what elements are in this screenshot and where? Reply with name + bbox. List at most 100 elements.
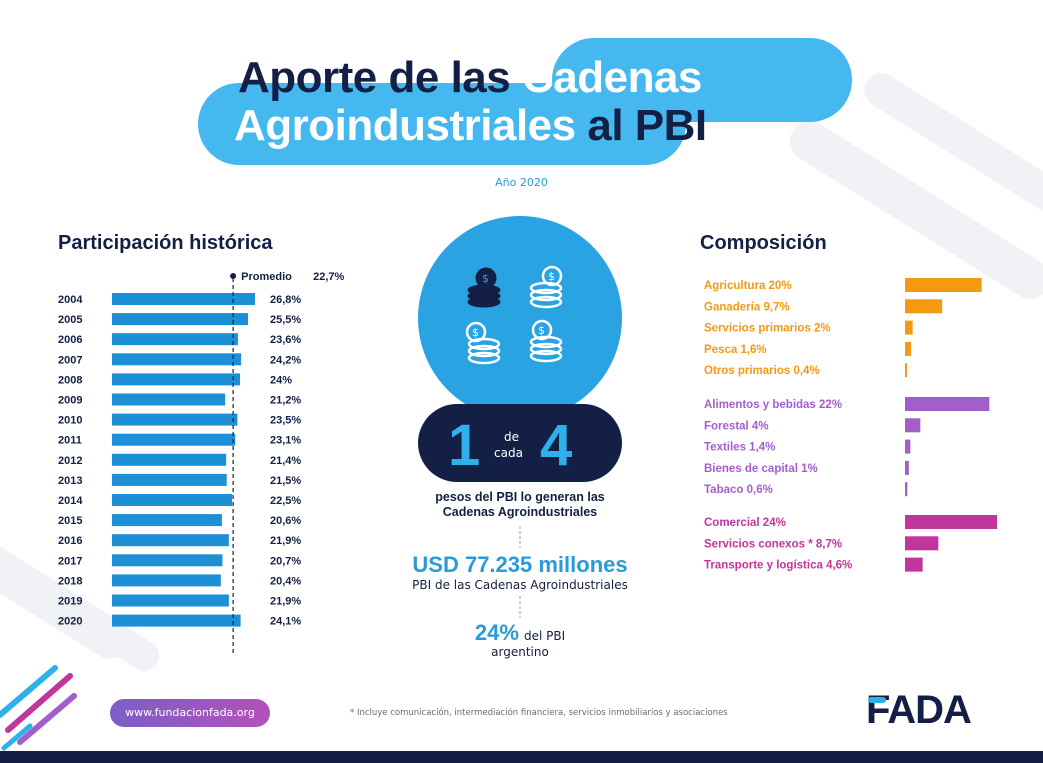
composition-label: Servicios conexos * 8,7% bbox=[704, 538, 842, 550]
composition-bar bbox=[905, 515, 997, 529]
composition-label: Servicios primarios 2% bbox=[704, 323, 831, 335]
ratio-caption: pesos del PBI lo generan las Cadenas Agr… bbox=[370, 490, 670, 520]
composition-label: Agricultura 20% bbox=[704, 280, 792, 292]
svg-text:$: $ bbox=[472, 326, 479, 339]
average-value: 22,7% bbox=[313, 271, 344, 283]
ratio-caption-line: Cadenas Agroindustriales bbox=[442, 505, 598, 519]
composition-bar bbox=[905, 439, 911, 454]
title-part: al PBI bbox=[587, 101, 707, 150]
year-label: 2010 bbox=[58, 415, 82, 427]
history-bar bbox=[112, 534, 229, 547]
title-part: Aporte de las bbox=[238, 53, 511, 102]
history-bar bbox=[112, 554, 223, 567]
pct-value: 24% bbox=[474, 620, 519, 645]
logo-accent bbox=[868, 697, 886, 703]
history-bar bbox=[112, 514, 222, 527]
usd-value: USD 77.235 millones bbox=[412, 552, 628, 577]
ratio-pill bbox=[418, 404, 622, 482]
history-value-label: 20,4% bbox=[270, 575, 301, 587]
history-value-label: 21,9% bbox=[270, 596, 301, 608]
footer-bar bbox=[0, 751, 1043, 763]
ratio-denominator: 4 bbox=[540, 413, 573, 478]
svg-text:$: $ bbox=[548, 270, 555, 283]
title-part: Agroindustriales bbox=[234, 101, 576, 150]
history-value-label: 24,1% bbox=[270, 616, 301, 628]
composition-bar bbox=[905, 418, 921, 433]
ratio-word-cada: cada bbox=[494, 446, 523, 460]
composition-bar bbox=[905, 320, 913, 335]
year-label: 2007 bbox=[58, 354, 82, 366]
title-line-2: Agroindustriales al PBI bbox=[234, 104, 707, 148]
year-label: 2012 bbox=[58, 455, 82, 467]
history-bar bbox=[112, 413, 238, 426]
composition-bar bbox=[905, 482, 908, 497]
website-link[interactable]: www.fundacionfada.org bbox=[110, 699, 270, 727]
composition-bar bbox=[905, 397, 990, 411]
history-value-label: 21,2% bbox=[270, 395, 301, 407]
composition-chart-title: Composición bbox=[700, 232, 827, 254]
history-value-label: 21,5% bbox=[270, 475, 301, 487]
year-label: 2013 bbox=[58, 475, 82, 487]
history-bar bbox=[112, 433, 236, 446]
history-bar bbox=[112, 333, 238, 346]
history-bar bbox=[112, 614, 241, 627]
year-label: 2018 bbox=[58, 575, 82, 587]
average-label: Promedio bbox=[241, 271, 292, 283]
history-chart-title: Participación histórica bbox=[58, 232, 273, 254]
history-value-label: 20,6% bbox=[270, 515, 301, 527]
history-bar bbox=[112, 353, 242, 366]
history-bar bbox=[112, 453, 227, 466]
year-label: 2004 bbox=[58, 294, 83, 306]
history-bar bbox=[112, 594, 229, 607]
composition-bar bbox=[905, 299, 943, 314]
year-label: 2017 bbox=[58, 555, 82, 567]
year-label: 2006 bbox=[58, 334, 82, 346]
composition-bar bbox=[905, 341, 912, 356]
subtitle: Año 2020 bbox=[495, 176, 548, 189]
composition-label: Transporte y logística 4,6% bbox=[704, 560, 852, 572]
history-value-label: 23,6% bbox=[270, 334, 301, 346]
year-label: 2019 bbox=[58, 596, 82, 608]
year-label: 2005 bbox=[58, 314, 82, 326]
history-bar bbox=[112, 373, 241, 386]
composition-label: Forestal 4% bbox=[704, 420, 769, 432]
year-label: 2011 bbox=[58, 435, 82, 447]
history-value-label: 23,1% bbox=[270, 435, 301, 447]
year-label: 2016 bbox=[58, 535, 82, 547]
ratio-caption-line: pesos del PBI lo generan las bbox=[435, 490, 605, 504]
history-value-label: 22,5% bbox=[270, 495, 301, 507]
composition-label: Tabaco 0,6% bbox=[704, 484, 773, 496]
composition-bar bbox=[905, 363, 907, 378]
coins-circle bbox=[418, 216, 622, 420]
composition-label: Pesca 1,6% bbox=[704, 344, 767, 356]
composition-bar bbox=[905, 536, 939, 551]
average-marker bbox=[230, 273, 237, 279]
ratio-word-de: de bbox=[504, 430, 519, 444]
usd-caption: PBI de las Cadenas Agroindustriales bbox=[412, 578, 628, 592]
composition-label: Comercial 24% bbox=[704, 517, 786, 529]
history-bar bbox=[112, 393, 226, 406]
pct-caption: del PBI bbox=[523, 629, 566, 643]
year-label: 2009 bbox=[58, 395, 82, 407]
year-label: 2008 bbox=[58, 374, 82, 386]
pct-caption-2: argentino bbox=[491, 645, 549, 659]
svg-text:$: $ bbox=[482, 272, 489, 285]
history-bar bbox=[112, 473, 227, 486]
history-value-label: 21,4% bbox=[270, 455, 301, 467]
year-label: 2020 bbox=[58, 616, 82, 628]
history-bar bbox=[112, 494, 233, 506]
year-label: 2014 bbox=[58, 495, 83, 507]
coins-icon: $ $ $ $ bbox=[465, 265, 563, 365]
composition-bar bbox=[905, 460, 909, 475]
title-part: Cadenas bbox=[521, 53, 702, 102]
composition-label: Alimentos y bebidas 22% bbox=[704, 399, 842, 411]
composition-bar bbox=[905, 278, 982, 292]
history-value-label: 24% bbox=[270, 374, 292, 386]
title-highlight-bottom bbox=[198, 83, 686, 165]
composition-label: Bienes de capital 1% bbox=[704, 463, 818, 475]
history-bar bbox=[112, 293, 255, 305]
